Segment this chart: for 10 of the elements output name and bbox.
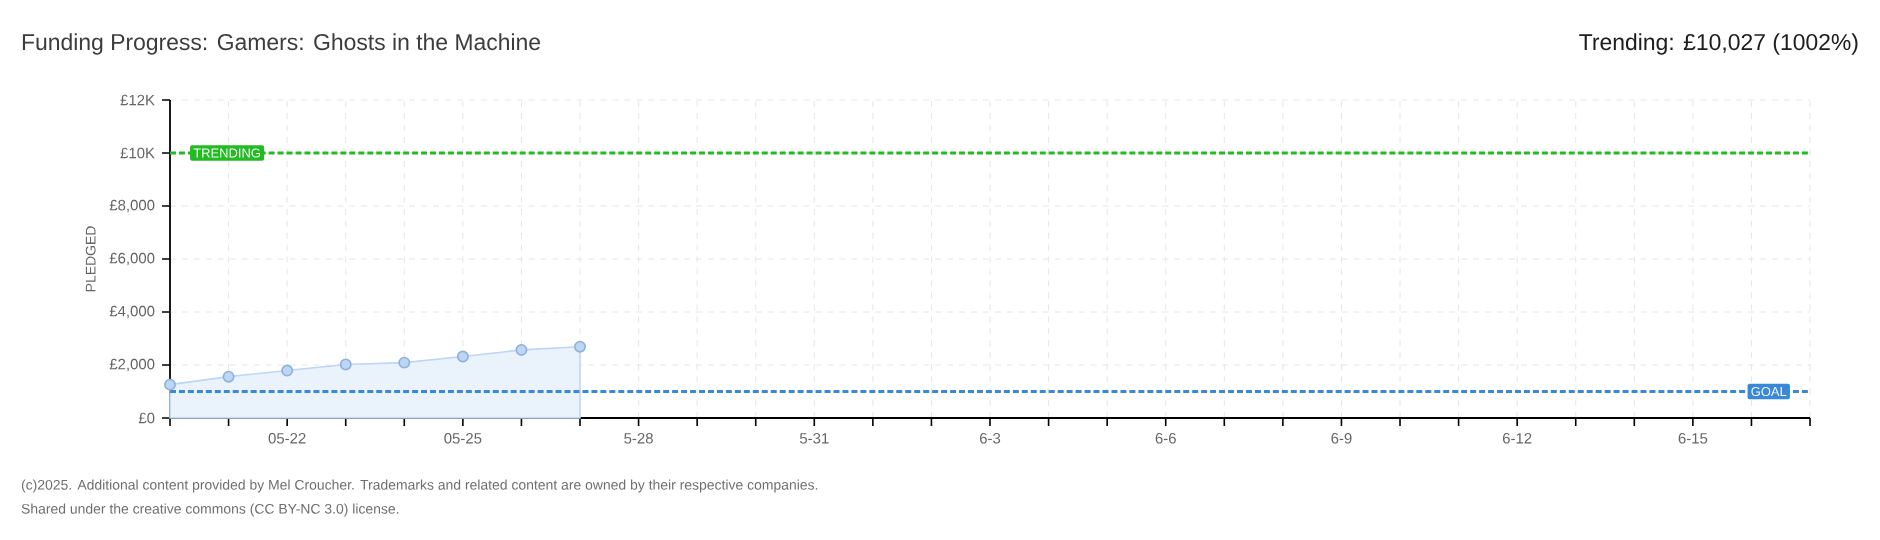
chart-title: Funding Progress: Gamers: Ghosts in the Machine <box>22 33 541 55</box>
point <box>164 378 176 391</box>
point <box>339 358 352 371</box>
chart-subtitle: Trending: £10,027 (1002%) <box>1579 33 1858 55</box>
point <box>281 364 294 377</box>
point <box>456 350 469 363</box>
point <box>398 356 411 369</box>
point <box>515 343 528 356</box>
point <box>222 370 235 383</box>
point <box>574 340 586 353</box>
